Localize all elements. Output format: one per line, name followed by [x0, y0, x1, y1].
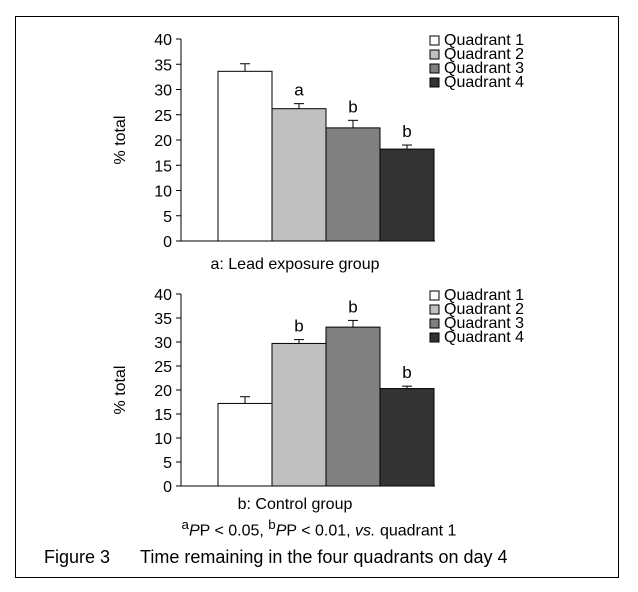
chart-b-legend-swatch	[429, 332, 440, 343]
chart-b-legend-swatch	[429, 290, 440, 301]
chart-b-bar	[271, 342, 327, 487]
figure-title: Time remaining in the four quadrants on …	[140, 547, 508, 567]
chart-a-y-tick-label: 40	[154, 32, 172, 49]
chart-a-y-tick-label: 25	[154, 108, 172, 125]
chart-a-y-tick-label: 5	[163, 209, 172, 226]
chart-b-y-tick-label: 25	[154, 359, 172, 376]
chart-a-legend-swatch	[429, 35, 440, 46]
chart-b-bar	[217, 402, 273, 487]
chart-a-y-tick-label: 30	[154, 83, 172, 100]
chart-a-bar	[379, 148, 435, 242]
chart-b-significance-label: b	[348, 297, 357, 316]
chart-a-bar	[271, 108, 327, 242]
footnote-vs: vs.	[355, 522, 376, 540]
chart-a-bar	[217, 70, 273, 242]
chart-b-y-tick-label: 40	[154, 287, 172, 304]
footnote-text-b: P < 0.01,	[286, 522, 356, 540]
footnote-tail: quadrant 1	[375, 522, 457, 540]
figure-frame	[15, 16, 619, 578]
chart-a-y-tick-label: 0	[163, 234, 172, 251]
chart-b-caption: b: Control group	[237, 496, 353, 513]
chart-a-legend-label: Quadrant 2	[444, 46, 524, 63]
chart-a-legend-label: Quadrant 3	[444, 60, 524, 77]
chart-a-y-tick-label: 15	[154, 158, 172, 175]
chart-b-y-tick-label: 5	[163, 455, 172, 472]
chart-a-legend-swatch	[429, 77, 440, 88]
chart-b-legend-label: Quadrant 2	[444, 301, 524, 318]
chart-a-legend-swatch	[429, 49, 440, 60]
significance-footnote: aPP < 0.05, bPP < 0.01, vs. quadrant 1	[181, 517, 457, 540]
chart-a-significance-label: b	[402, 122, 411, 141]
chart-b-y-tick-label: 35	[154, 311, 172, 328]
chart-b-bar	[325, 326, 381, 487]
chart-a-significance-label: b	[348, 97, 357, 116]
figure-caption: Figure 3 Time remaining in the four quadr…	[44, 547, 508, 568]
chart-a-y-axis-label: % total	[112, 116, 129, 165]
figure-number: Figure 3	[44, 547, 111, 567]
chart-b-bar	[379, 388, 435, 487]
chart-a-legend-swatch	[429, 63, 440, 74]
chart-b-y-axis-label: % total	[112, 366, 129, 415]
chart-b-y-tick-label: 20	[154, 383, 172, 400]
chart-b-legend-label: Quadrant 1	[444, 287, 524, 304]
chart-b-y-tick-label: 10	[154, 431, 172, 448]
chart-b-y-tick-label: 30	[154, 335, 172, 352]
chart-a-y-tick-label: 10	[154, 184, 172, 201]
chart-b-legend-swatch	[429, 318, 440, 329]
chart-b-significance-label: b	[294, 317, 303, 336]
chart-b-y-tick-label: 0	[163, 479, 172, 496]
chart-a-significance-label: a	[294, 81, 304, 100]
chart-a-bar	[325, 127, 381, 242]
chart-b-legend-label: Quadrant 3	[444, 315, 524, 332]
chart-b-y-tick-label: 15	[154, 407, 172, 424]
footnote-sup-a: a	[181, 517, 189, 532]
chart-b-legend-swatch	[429, 304, 440, 315]
chart-a-legend-label: Quadrant 1	[444, 32, 524, 49]
chart-a-caption: a: Lead exposure group	[210, 256, 380, 273]
footnote-sup-b: b	[268, 517, 276, 532]
footnote-text-a: P < 0.05,	[199, 522, 269, 540]
chart-a-legend-label: Quadrant 4	[444, 74, 524, 91]
chart-b-significance-label: b	[402, 363, 411, 382]
chart-b-legend-label: Quadrant 4	[444, 329, 524, 346]
chart-a-y-tick-label: 35	[154, 57, 172, 74]
chart-a-y-tick-label: 20	[154, 133, 172, 150]
